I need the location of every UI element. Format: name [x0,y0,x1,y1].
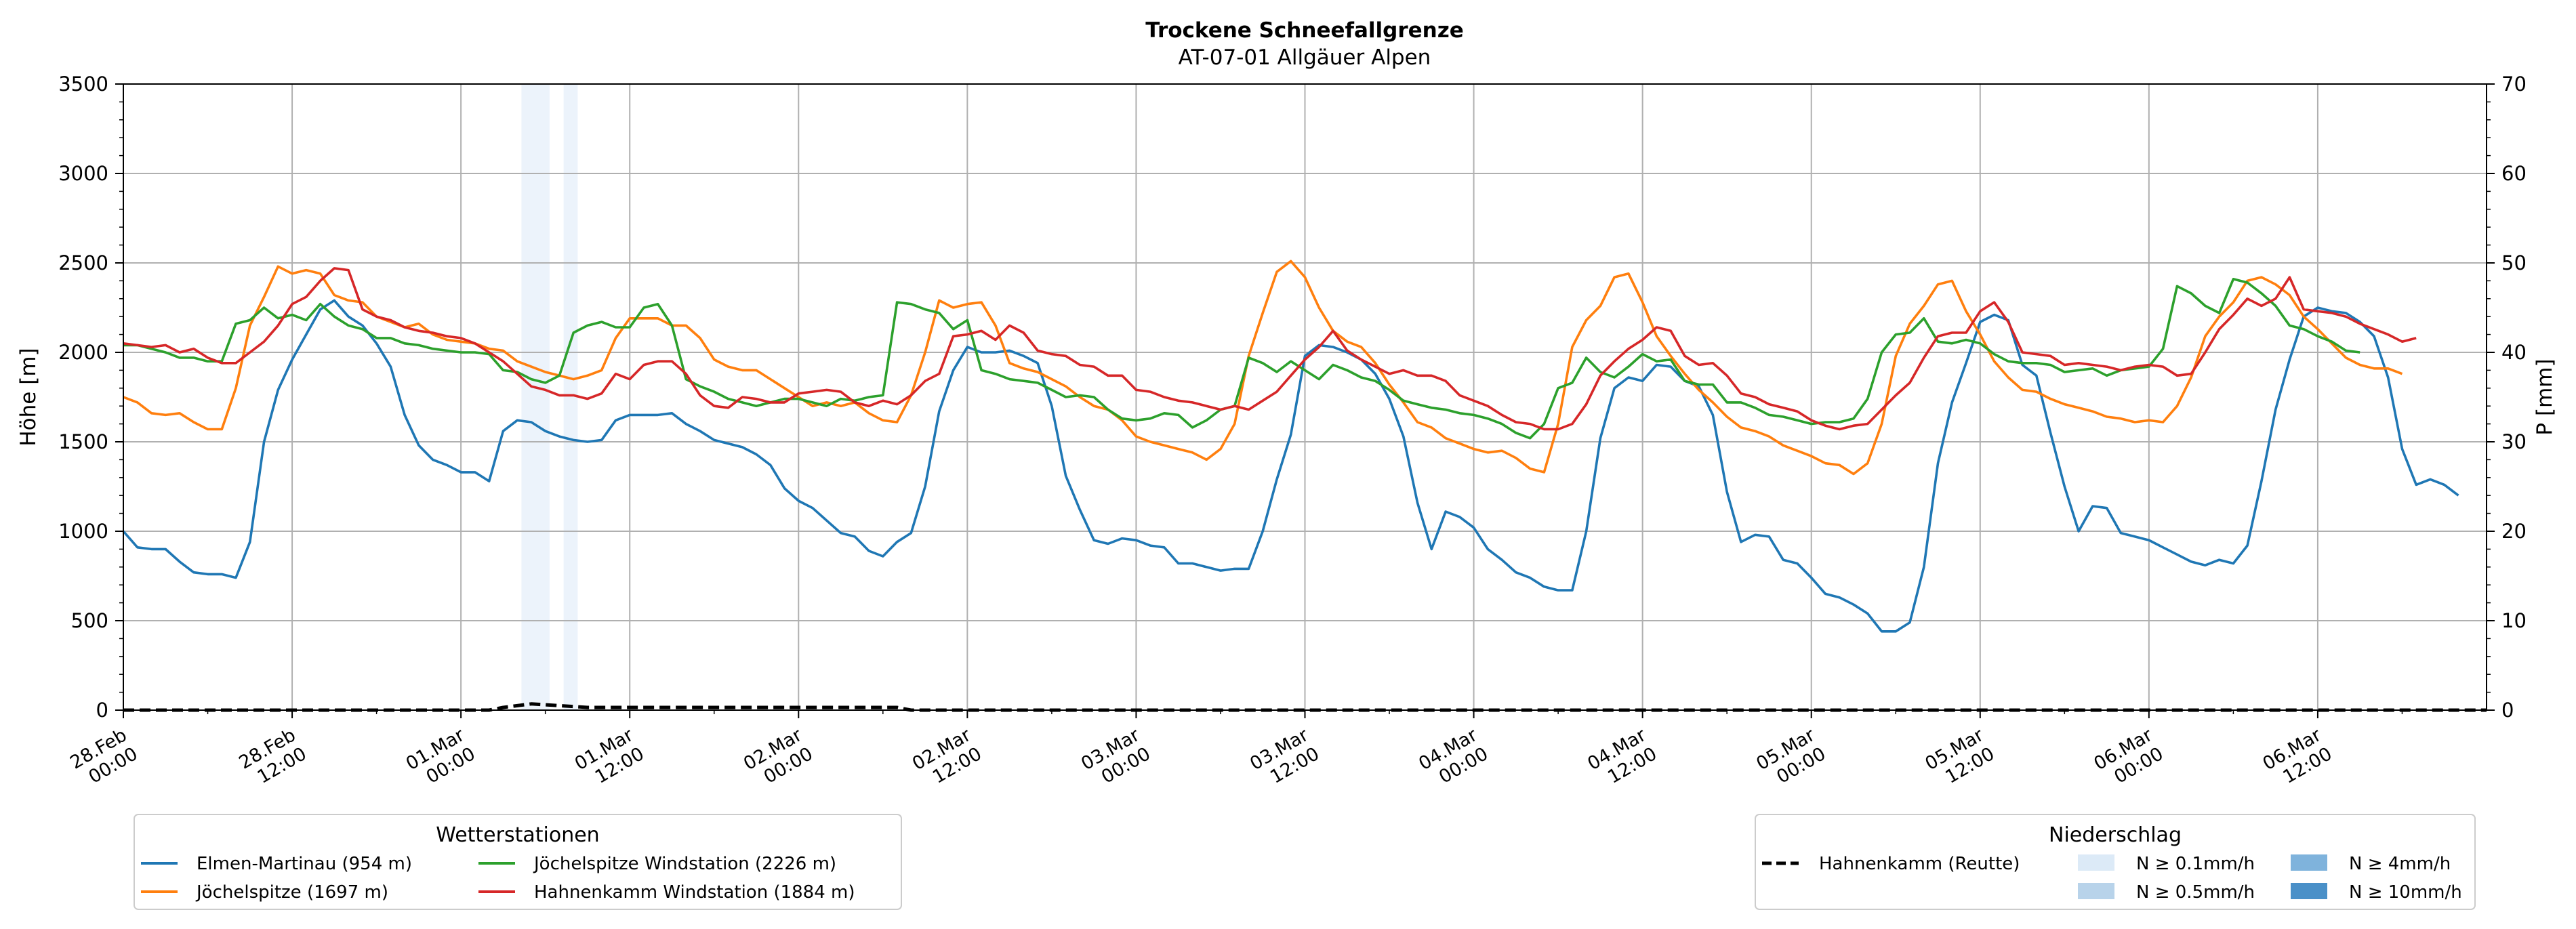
y-tick-label: 3000 [58,162,108,185]
legend-title: Wetterstationen [436,823,599,847]
legend-swatch-n10 [2291,883,2327,899]
y-tick-label: 3500 [58,73,108,96]
grid-lines [123,83,2487,711]
y2-tick-label: 10 [2501,609,2527,632]
y2-tick-label: 0 [2501,699,2514,722]
y-tick-label: 500 [71,609,108,632]
legend-label-hahnenkamm-wind: Hahnenkamm Windstation (1884 m) [534,882,855,903]
y2-tick-label: 50 [2501,251,2527,274]
y-tick-label: 0 [96,699,108,722]
legend-label-n01: N ≥ 0.1mm/h [2136,854,2255,874]
precip-band-0 [521,84,550,710]
legend-label-n05: N ≥ 0.5mm/h [2136,882,2255,903]
legend-label-joechelspitze-wind: Jöchelspitze Windstation (2226 m) [533,854,836,874]
y2-tick-label: 30 [2501,430,2527,453]
series-line-2 [123,278,2360,440]
legend-title: Niederschlag [2049,823,2182,847]
precip-band-1 [563,84,578,710]
y-tick-label: 2000 [58,341,108,364]
series-lines [122,260,2487,712]
legend-label-joechelspitze: Jöchelspitze (1697 m) [195,882,388,903]
y2-tick-label: 20 [2501,520,2527,543]
series-line-4 [123,702,2487,712]
series-line-3 [123,267,2417,431]
legend-label-hahnenkamm-reutte: Hahnenkamm (Reutte) [1819,854,2020,874]
y2-tick-label: 70 [2501,73,2527,96]
y-tick-label: 2500 [58,251,108,274]
series-line-1 [123,260,2403,476]
y-axis-label: Höhe [m] [16,348,41,446]
y2-tick-label: 40 [2501,341,2527,364]
chart-title: Trockene Schneefallgrenze [1145,18,1464,43]
legend-label-n4: N ≥ 4mm/h [2349,854,2451,874]
chart-subtitle: AT-07-01 Allgäuer Alpen [1179,45,1431,70]
legend-swatch-n01 [2078,854,2114,871]
legend-swatch-n4 [2291,854,2327,871]
y-axis-ticks: 0 500 1000 1500 2000 2500 3000 3500 [58,73,123,722]
y-tick-label: 1000 [58,520,108,543]
y2-tick-label: 60 [2501,162,2527,185]
legend-niederschlag: Niederschlag Hahnenkamm (Reutte) N ≥ 0.1… [1755,814,2476,910]
legend-frame [134,814,902,910]
series-line-0 [122,299,2459,633]
precip-bands [521,84,578,710]
legend-wetterstationen: Wetterstationen Elmen-Martinau (954 m) J… [134,814,902,910]
y2-axis-label: P [mm] [2533,358,2557,435]
legend-label-n10: N ≥ 10mm/h [2349,882,2462,903]
legend-swatch-n05 [2078,883,2114,899]
y2-axis-ticks: 0 10 20 30 40 50 60 70 [2487,73,2527,722]
legend-label-elmen: Elmen-Martinau (954 m) [197,854,412,874]
y-tick-label: 1500 [58,430,108,453]
